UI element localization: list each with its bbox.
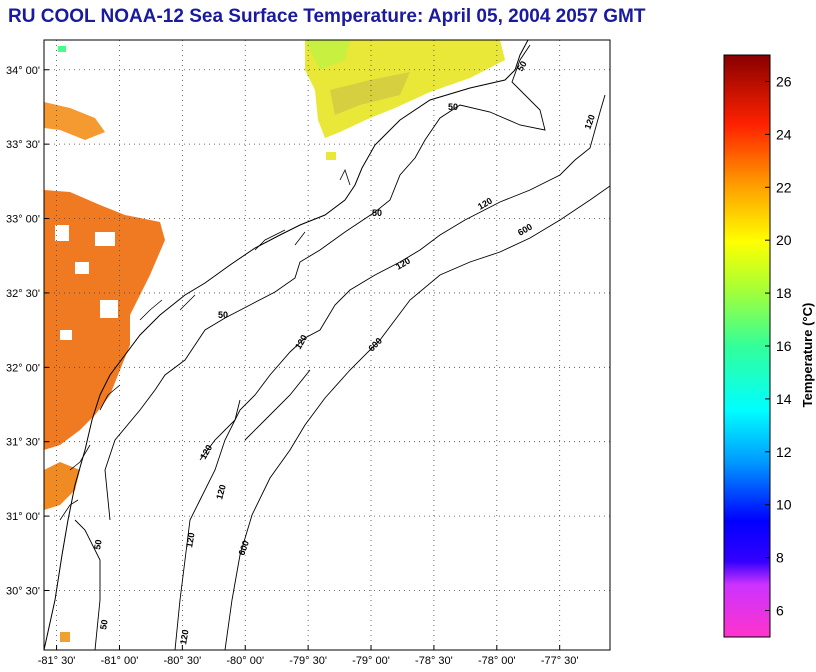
map-frame xyxy=(43,39,611,651)
contour-label-50m: 50 xyxy=(98,619,110,631)
colorbar-tick-label: 22 xyxy=(776,179,792,195)
colorbar-label: Temperature (°C) xyxy=(800,303,815,408)
lat-tick-label: 33° 30' xyxy=(6,139,40,151)
contour-label-50m: 50 xyxy=(218,310,228,320)
colorbar-tick-label: 6 xyxy=(776,603,784,619)
lat-tick-label: 32° 30' xyxy=(6,288,40,300)
graticule xyxy=(44,40,610,650)
colorbar-tick-label: 10 xyxy=(776,497,792,513)
sst-patch-west xyxy=(44,46,165,642)
contour-label-120m: 120 xyxy=(184,532,196,549)
colorbar-tick-label: 20 xyxy=(776,232,792,248)
lon-tick-label: -81° 30' xyxy=(38,655,76,667)
lat-tick-label: 30° 30' xyxy=(6,585,40,597)
colorbar-gradient xyxy=(723,54,771,638)
map-title: RU COOL NOAA-12 Sea Surface Temperature:… xyxy=(8,6,646,27)
lat-tick-label: 33° 00' xyxy=(6,214,40,226)
sst-patch-north xyxy=(305,40,505,160)
colorbar-tick-label: 26 xyxy=(776,73,792,89)
lon-tick-label: -78° 30' xyxy=(415,655,453,667)
colorbar-ticks: 6 8 10 12 14 16 18 20 22 24 26 xyxy=(765,73,792,619)
lon-tick-label: -77° 30' xyxy=(541,655,579,667)
lon-tick-label: -81° 00' xyxy=(101,655,139,667)
map-background xyxy=(44,40,610,650)
contour-label-600m: 600 xyxy=(236,539,251,557)
contour-label-50m: 50 xyxy=(515,59,529,73)
lat-tick-label: 31° 30' xyxy=(6,437,40,449)
latitude-axis: 30° 30' 31° 00' 31° 30' 32° 00' 32° 30' 33° 0… xyxy=(6,65,49,597)
colorbar-tick-label: 14 xyxy=(776,391,792,407)
coastline-inner xyxy=(59,168,351,521)
contour-600m xyxy=(224,185,610,650)
lat-tick-label: 34° 00' xyxy=(6,65,40,77)
lon-tick-label: -80° 30' xyxy=(164,655,202,667)
colorbar-tick-label: 18 xyxy=(776,285,792,301)
colorbar: 6 8 10 12 14 16 18 20 22 24 26 Temperature (°C) xyxy=(723,54,815,638)
colorbar-tick-label: 24 xyxy=(776,126,792,142)
contour-120m xyxy=(174,94,606,650)
colorbar-tick-label: 8 xyxy=(776,550,784,566)
contour-50m xyxy=(74,44,546,650)
contour-label-50m: 50 xyxy=(92,539,104,551)
contour-label-120m: 120 xyxy=(582,113,597,131)
contour-label-50m: 50 xyxy=(448,102,458,112)
lon-tick-label: -80° 00' xyxy=(226,655,264,667)
contour-120m-b xyxy=(199,369,311,461)
lat-tick-label: 32° 00' xyxy=(6,362,40,374)
lon-tick-label: -78° 00' xyxy=(478,655,516,667)
colorbar-tick-label: 12 xyxy=(776,444,792,460)
longitude-axis: -81° 30' -81° 00' -80° 30' -80° 00' -79° 30'… xyxy=(38,645,579,667)
lon-tick-label: -79° 30' xyxy=(289,655,327,667)
contour-label-120m: 120 xyxy=(214,483,228,500)
lat-tick-label: 31° 00' xyxy=(6,511,40,523)
lon-tick-label: -79° 00' xyxy=(352,655,390,667)
contour-label-120m: 120 xyxy=(178,629,190,646)
colorbar-tick-label: 16 xyxy=(776,338,792,354)
contour-label-50m: 50 xyxy=(372,208,382,218)
